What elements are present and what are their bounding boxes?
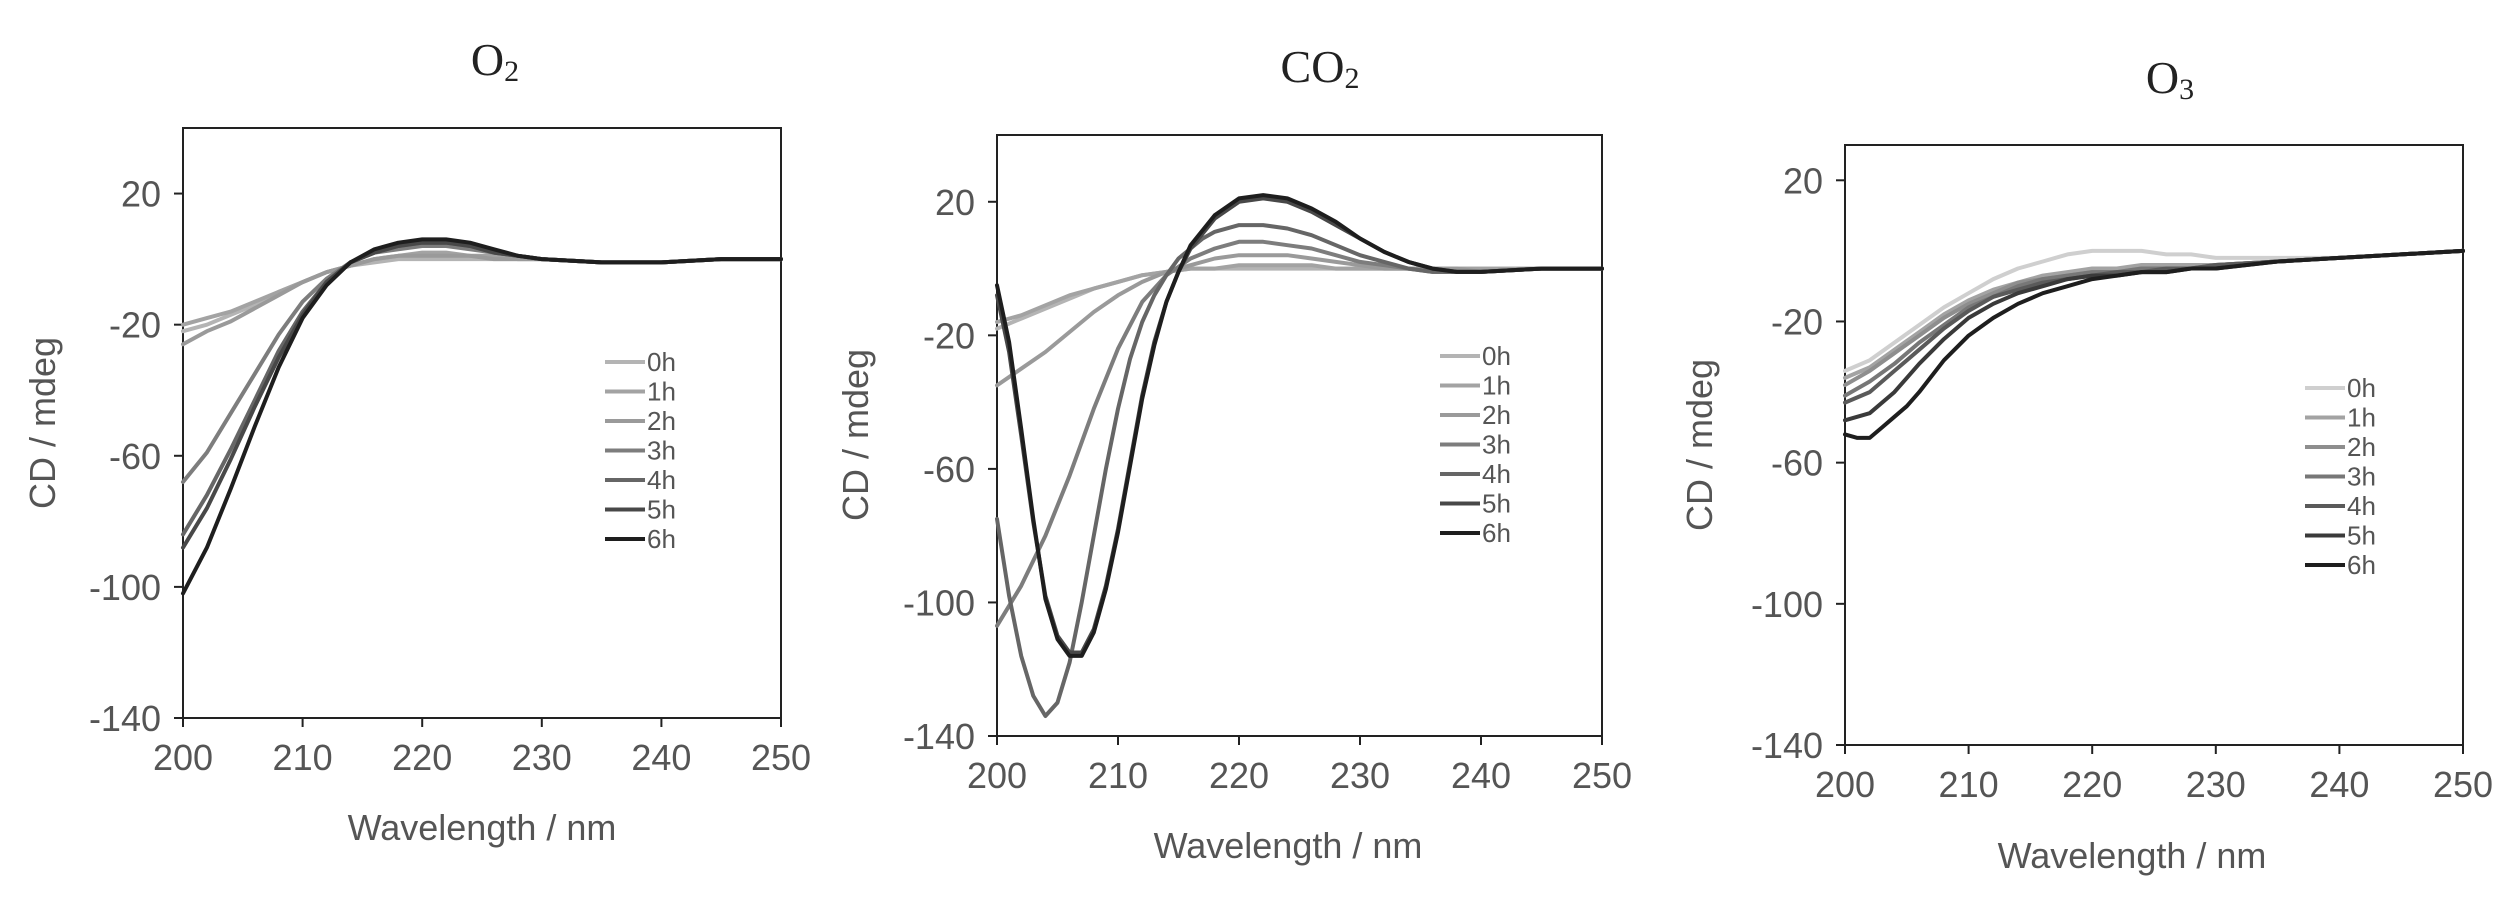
x-tick-label: 220 [2062,764,2122,805]
series-line-4h [181,240,783,537]
plot-frame [182,127,782,719]
chart-title: O3 [2146,52,2194,106]
legend-label: 1h [1482,371,1511,401]
y-axis-label: CD / mdeg [1679,359,1720,531]
plot-frame [1844,144,2464,746]
y-tick-label: -140 [1751,725,1823,766]
legend-label: 2h [2347,432,2376,462]
y-tick-label: -60 [1771,443,1823,484]
x-tick-label: 240 [2309,764,2369,805]
legend-label: 3h [647,436,676,466]
y-tick-label: -20 [1771,301,1823,342]
x-tick-label: 240 [631,737,691,778]
y-tick-label: -100 [1751,584,1823,625]
x-tick-label: 210 [1939,764,1999,805]
legend-label: 1h [647,377,676,407]
series-line-1h [995,263,1604,324]
legend-label: 3h [2347,462,2376,492]
x-tick-label: 200 [1815,764,1875,805]
series-line-4h [995,223,1604,718]
x-tick-label: 240 [1451,755,1511,796]
chart-panel-co2: CO2 20-20-60-100-140 200 210 220 230 240 250 … [835,41,1632,866]
x-tick-label: 210 [1088,755,1148,796]
legend-label: 6h [1482,518,1511,548]
x-tick-label: 210 [273,737,333,778]
y-tick-label: -140 [903,716,975,757]
series-line-6h [1843,248,2465,440]
chart-panel-o3: O3 20 -20 -60 -100 -140 200 210 220 230 240 250 0… [1679,52,2493,876]
series-line-6h [181,237,783,596]
x-tick-label: 200 [967,755,1027,796]
x-tick-label: 250 [751,737,811,778]
x-tick-label: 230 [2186,764,2246,805]
series-line-0h [1843,248,2465,373]
legend-label: 2h [647,406,676,436]
chart-title: CO2 [1281,41,1360,95]
legend-label: 5h [1482,489,1511,519]
x-axis-label: Wavelength / nm [348,807,617,848]
legend-label: 1h [2347,403,2376,433]
y-axis-label: CD / mdeg [22,337,63,509]
y-tick-label: 20 [935,182,975,223]
x-axis-label: Wavelength / nm [1154,825,1423,866]
x-tick-label: 200 [153,737,213,778]
x-tick-label: 220 [1209,755,1269,796]
legend-label: 0h [2347,373,2376,403]
y-tick-label: -60 [109,436,161,477]
series-line-0h [995,266,1604,331]
series-line-2h [181,253,783,347]
x-tick-label: 250 [1572,755,1632,796]
x-tick-label: 230 [512,737,572,778]
chart-panel-o2: O2 20 -20 -60 -100 -140 200 210 220 230 240 250 0… [22,34,811,848]
y-tick-label: -20 [923,315,975,356]
series-line-2h [995,253,1604,388]
legend-label: 4h [2347,491,2376,521]
y-tick-label: 20 [1783,160,1823,201]
legend-label: 6h [2347,550,2376,580]
legend-label: 5h [2347,521,2376,551]
legend-label: 3h [1482,430,1511,460]
legend-label: 6h [647,524,676,554]
legend-label: 0h [1482,341,1511,371]
legend-label: 2h [1482,400,1511,430]
legend-label: 5h [647,495,676,525]
legend-label: 0h [647,347,676,377]
y-tick-label: -100 [903,582,975,623]
series-line-5h [181,240,783,550]
y-tick-label: -140 [89,698,161,739]
series-line-6h [995,193,1604,658]
chart-title: O2 [471,34,519,88]
y-tick-label: -100 [89,567,161,608]
y-axis-label: CD / mdeg [835,349,876,521]
x-tick-label: 230 [1330,755,1390,796]
x-axis-label: Wavelength / nm [1998,835,2267,876]
legend-label: 4h [647,465,676,495]
y-tick-label: 20 [121,174,161,215]
x-tick-label: 220 [392,737,452,778]
plot-frame [996,134,1603,737]
x-tick-label: 250 [2433,764,2493,805]
y-tick-label: -20 [109,305,161,346]
legend-label: 4h [1482,459,1511,489]
series-line-1h [181,250,783,327]
y-tick-label: -60 [923,449,975,490]
